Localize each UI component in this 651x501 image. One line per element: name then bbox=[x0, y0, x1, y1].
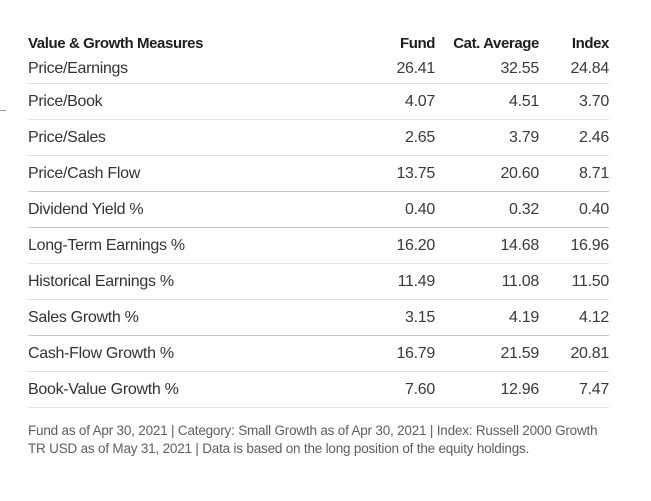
row-category-value: 11.08 bbox=[435, 263, 539, 300]
table-row: Cash-Flow Growth % 16.79 21.59 20.81 bbox=[28, 335, 609, 372]
row-measure: Price/Book bbox=[28, 83, 346, 120]
row-index-value: 16.96 bbox=[539, 227, 609, 264]
header-index: Index bbox=[571, 35, 610, 52]
row-measure: Price/Earnings bbox=[28, 55, 346, 84]
row-index-value: 4.12 bbox=[539, 299, 609, 336]
row-category-value: 4.51 bbox=[435, 83, 539, 120]
row-category-value: 14.68 bbox=[435, 227, 539, 264]
table-row: Sales Growth % 3.15 4.19 4.12 bbox=[28, 299, 609, 336]
data-footnote: Fund as of Apr 30, 2021 | Category: Smal… bbox=[28, 423, 598, 456]
row-category-value: 4.19 bbox=[435, 299, 539, 336]
value-growth-measures-panel: Value & Growth Measures Fund Cat. Averag… bbox=[28, 22, 609, 458]
row-fund-value: 11.49 bbox=[346, 263, 435, 300]
row-category-value: 20.60 bbox=[435, 155, 539, 192]
header-measure: Value & Growth Measures bbox=[28, 35, 204, 52]
table-row: Historical Earnings % 11.49 11.08 11.50 bbox=[28, 263, 609, 300]
row-category-value: 32.55 bbox=[435, 55, 539, 84]
table-row: Price/Cash Flow 13.75 20.60 8.71 bbox=[28, 155, 609, 192]
row-fund-value: 2.65 bbox=[346, 119, 435, 156]
row-fund-value: 16.79 bbox=[346, 335, 435, 372]
row-index-value: 3.70 bbox=[539, 83, 609, 120]
row-category-value: 0.32 bbox=[435, 191, 539, 228]
row-index-value: 8.71 bbox=[539, 155, 609, 192]
row-index-value: 7.47 bbox=[539, 371, 609, 408]
row-fund-value: 7.60 bbox=[346, 371, 435, 408]
table-row: Price/Sales 2.65 3.79 2.46 bbox=[28, 119, 609, 156]
row-measure: Price/Cash Flow bbox=[28, 155, 346, 192]
table-header-row: Value & Growth Measures Fund Cat. Averag… bbox=[28, 22, 609, 55]
table-row: Book-Value Growth % 7.60 12.96 7.47 bbox=[28, 371, 609, 408]
row-index-value: 24.84 bbox=[539, 55, 609, 84]
row-measure: Sales Growth % bbox=[28, 299, 346, 336]
row-index-value: 0.40 bbox=[539, 191, 609, 228]
row-measure: Cash-Flow Growth % bbox=[28, 335, 346, 372]
row-measure: Historical Earnings % bbox=[28, 263, 346, 300]
table-row: Price/Book 4.07 4.51 3.70 bbox=[28, 83, 609, 120]
row-fund-value: 16.20 bbox=[346, 227, 435, 264]
table-row: Dividend Yield % 0.40 0.32 0.40 bbox=[28, 191, 609, 228]
row-category-value: 12.96 bbox=[435, 371, 539, 408]
row-category-value: 21.59 bbox=[435, 335, 539, 372]
row-measure: Book-Value Growth % bbox=[28, 371, 346, 408]
row-fund-value: 26.41 bbox=[346, 55, 435, 84]
row-measure: Dividend Yield % bbox=[28, 191, 346, 228]
row-index-value: 11.50 bbox=[539, 263, 609, 300]
row-measure: Price/Sales bbox=[28, 119, 346, 156]
row-fund-value: 3.15 bbox=[346, 299, 435, 336]
table-row: Long-Term Earnings % 16.20 14.68 16.96 bbox=[28, 227, 609, 264]
row-index-value: 2.46 bbox=[539, 119, 609, 156]
row-category-value: 3.79 bbox=[435, 119, 539, 156]
row-fund-value: 13.75 bbox=[346, 155, 435, 192]
row-measure: Long-Term Earnings % bbox=[28, 227, 346, 264]
header-fund: Fund bbox=[399, 35, 435, 52]
table-row: Price/Earnings 26.41 32.55 24.84 bbox=[28, 55, 609, 84]
row-index-value: 20.81 bbox=[539, 335, 609, 372]
header-category-average: Cat. Average bbox=[453, 35, 539, 52]
row-fund-value: 0.40 bbox=[346, 191, 435, 228]
value-growth-measures-table: Value & Growth Measures Fund Cat. Averag… bbox=[28, 22, 609, 408]
edge-divider bbox=[0, 110, 6, 111]
row-fund-value: 4.07 bbox=[346, 83, 435, 120]
